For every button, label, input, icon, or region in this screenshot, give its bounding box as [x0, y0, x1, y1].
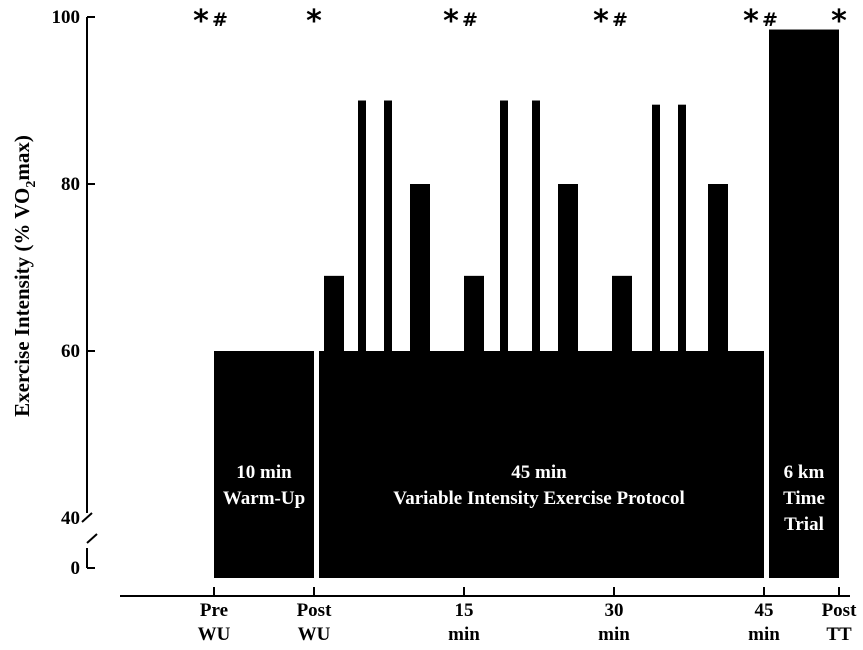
markers-group: * # * * # * # * # * — [193, 4, 847, 39]
peak-bar-4 — [410, 184, 430, 578]
x-tick-label-4-line1: 30 — [605, 600, 624, 621]
x-tick-label-5-line1: 45 — [755, 600, 774, 621]
x-tick-label-3-line1: 15 — [455, 600, 474, 621]
segment-bar-variable-protocol-base — [319, 351, 764, 578]
x-tick-label-6-line2: TT — [826, 624, 852, 645]
y-tick-label-100: 100 — [52, 7, 81, 28]
marker-2-star: * — [306, 4, 322, 39]
marker-1-star: * — [193, 4, 209, 39]
y-ticks-group: 100 80 60 40 0 — [52, 7, 95, 579]
y-tick-label-0: 0 — [71, 558, 81, 579]
x-tick-label-2-line1: Post — [297, 600, 333, 621]
y-axis-label: Exercise Intensity (% VO2max) — [10, 135, 39, 417]
segment-label-3-line1: 6 km — [784, 462, 825, 483]
marker-1-hash: # — [212, 9, 228, 31]
marker-5-hash: # — [762, 9, 778, 31]
x-tick-label-1-line2: WU — [198, 624, 231, 645]
x-tick-label-1-line1: Pre — [200, 600, 228, 621]
peak-bar-10 — [652, 104, 660, 579]
x-tick-label-3-line2: min — [448, 624, 480, 645]
segment-label-1-line2: Warm-Up — [223, 488, 305, 509]
marker-4-star: * — [593, 4, 609, 39]
peak-bar-7 — [532, 100, 540, 578]
y-axis-break-lower — [86, 533, 98, 544]
axes-group — [81, 17, 850, 597]
x-tick-label-4-line2: min — [598, 624, 630, 645]
marker-3-hash: # — [462, 9, 478, 31]
segment-label-1-line1: 10 min — [236, 462, 292, 483]
bars-group — [214, 29, 839, 579]
segment-label-2-line1: 45 min — [511, 462, 567, 483]
y-tick-label-80: 80 — [61, 174, 80, 195]
marker-5-star: * — [743, 4, 759, 39]
peak-bar-1 — [324, 275, 344, 578]
peak-bar-9 — [612, 275, 632, 578]
peak-bar-12 — [708, 184, 728, 578]
segment-bar-time-trial — [769, 29, 839, 578]
segment-label-3-line3: Trial — [784, 514, 824, 535]
segment-label-3-line2: Time — [783, 488, 825, 509]
x-tick-label-5-line2: min — [748, 624, 780, 645]
marker-6-star: * — [831, 4, 847, 39]
peak-bar-6 — [500, 100, 508, 578]
y-tick-label-60: 60 — [61, 341, 80, 362]
marker-4-hash: # — [612, 9, 628, 31]
segment-bar-warm-up — [214, 351, 314, 578]
peak-bar-3 — [384, 100, 392, 578]
x-tick-label-6-line1: Post — [822, 600, 858, 621]
y-axis-break-upper — [81, 512, 93, 523]
peak-bar-2 — [358, 100, 366, 578]
segment-label-2-line2: Variable Intensity Exercise Protocol — [393, 488, 684, 509]
peak-bar-8 — [558, 184, 578, 578]
x-tick-label-2-line2: WU — [298, 624, 331, 645]
marker-3-star: * — [443, 4, 459, 39]
segment-labels-group: 10 min Warm-Up 45 min Variable Intensity Ex… — [223, 462, 825, 535]
peak-bar-5 — [464, 275, 484, 578]
peak-bar-11 — [678, 104, 686, 579]
x-ticks-group: Pre WU Post WU 15 min 30 min 45 min Post TT — [198, 587, 857, 645]
y-tick-label-40: 40 — [61, 508, 80, 529]
